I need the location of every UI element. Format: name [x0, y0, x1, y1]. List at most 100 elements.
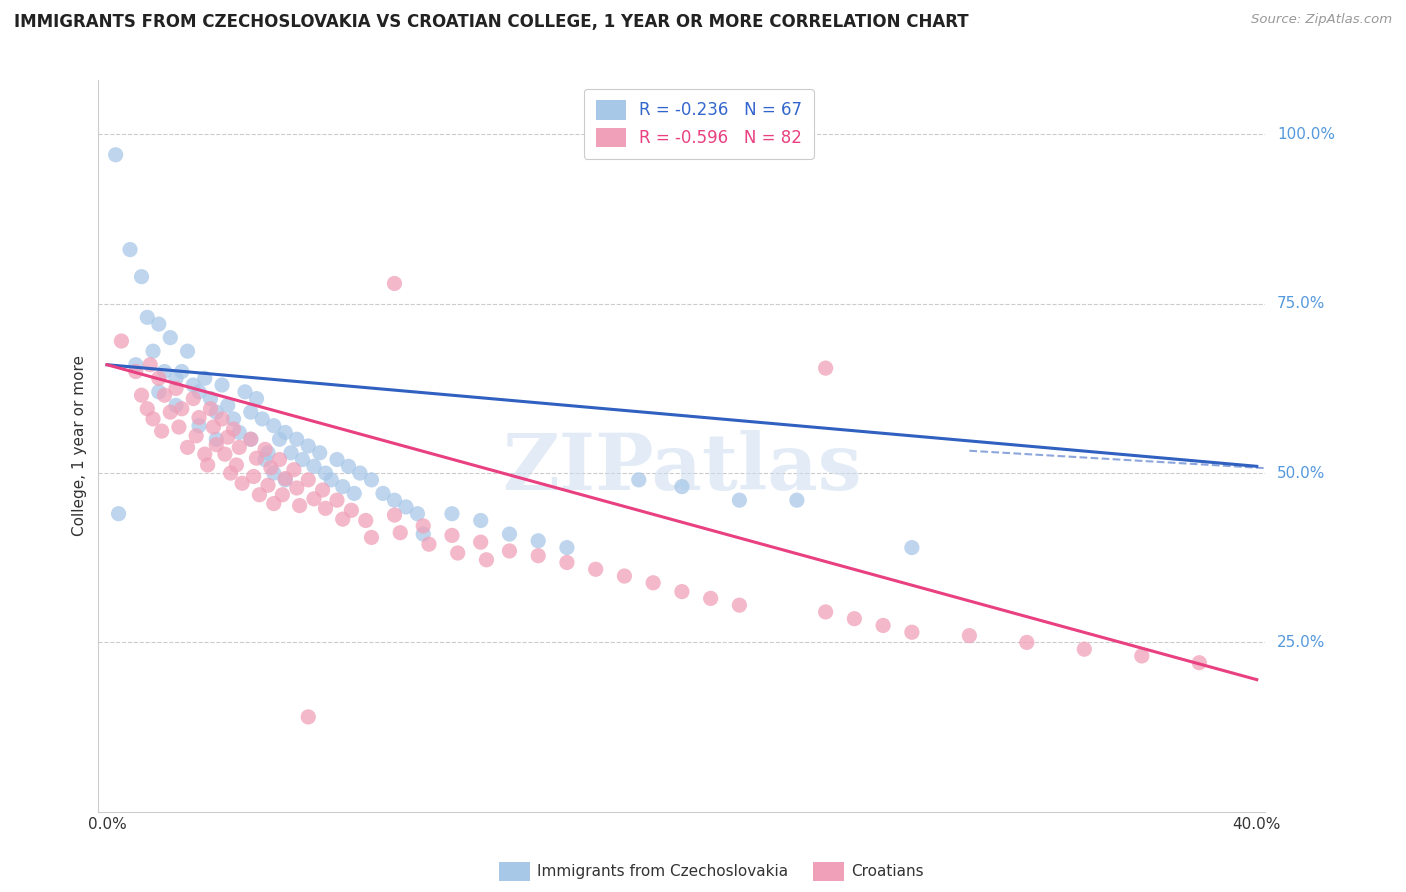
- Point: [340, 503, 363, 517]
- Point: [395, 500, 418, 514]
- Point: [498, 527, 520, 541]
- Point: [211, 378, 233, 392]
- Point: [285, 432, 308, 446]
- Point: [252, 412, 274, 426]
- Point: [527, 549, 550, 563]
- Point: [205, 405, 228, 419]
- Point: [257, 478, 280, 492]
- Point: [643, 575, 665, 590]
- Text: Croatians: Croatians: [851, 864, 924, 879]
- Point: [371, 486, 394, 500]
- Point: [228, 441, 250, 455]
- Point: [125, 358, 148, 372]
- Point: [239, 432, 262, 446]
- Point: [786, 493, 808, 508]
- Point: [699, 591, 721, 606]
- Point: [412, 519, 434, 533]
- Point: [269, 452, 291, 467]
- Point: [297, 473, 319, 487]
- Point: [872, 618, 894, 632]
- Point: [104, 148, 127, 162]
- Point: [440, 507, 463, 521]
- Point: [188, 410, 211, 425]
- Text: ZIPatlas: ZIPatlas: [502, 430, 862, 506]
- Point: [181, 392, 204, 406]
- Point: [814, 605, 837, 619]
- Point: [311, 483, 333, 497]
- Point: [159, 405, 181, 419]
- Point: [274, 471, 297, 485]
- Point: [153, 364, 176, 378]
- Point: [271, 488, 294, 502]
- Point: [555, 556, 578, 570]
- Point: [302, 491, 325, 506]
- Point: [389, 525, 412, 540]
- Point: [222, 422, 245, 436]
- Point: [326, 493, 349, 508]
- Point: [131, 388, 153, 402]
- Point: [118, 243, 141, 257]
- Point: [440, 528, 463, 542]
- Point: [170, 401, 193, 416]
- Point: [257, 446, 280, 460]
- Point: [254, 452, 277, 467]
- Point: [142, 412, 165, 426]
- Point: [233, 384, 256, 399]
- Point: [274, 473, 297, 487]
- Point: [214, 447, 236, 461]
- Point: [315, 501, 337, 516]
- Y-axis label: College, 1 year or more: College, 1 year or more: [72, 356, 87, 536]
- Point: [384, 508, 406, 522]
- Point: [354, 514, 377, 528]
- Point: [217, 430, 239, 444]
- Point: [165, 371, 187, 385]
- Point: [447, 546, 470, 560]
- Point: [263, 418, 285, 433]
- Point: [110, 334, 132, 348]
- Point: [285, 481, 308, 495]
- Point: [205, 437, 228, 451]
- Point: [901, 625, 924, 640]
- Point: [360, 473, 382, 487]
- Point: [188, 384, 211, 399]
- Point: [131, 269, 153, 284]
- Point: [337, 459, 360, 474]
- Point: [291, 452, 314, 467]
- Point: [475, 553, 498, 567]
- Point: [200, 401, 222, 416]
- Point: [228, 425, 250, 440]
- Text: 100.0%: 100.0%: [1277, 127, 1336, 142]
- Text: IMMIGRANTS FROM CZECHOSLOVAKIA VS CROATIAN COLLEGE, 1 YEAR OR MORE CORRELATION C: IMMIGRANTS FROM CZECHOSLOVAKIA VS CROATI…: [14, 13, 969, 31]
- Point: [326, 452, 349, 467]
- Text: 50.0%: 50.0%: [1277, 466, 1326, 481]
- Point: [728, 598, 751, 612]
- Point: [245, 392, 267, 406]
- Point: [384, 277, 406, 291]
- Point: [498, 544, 520, 558]
- Point: [107, 507, 129, 521]
- Point: [1015, 635, 1038, 649]
- Point: [302, 459, 325, 474]
- Point: [136, 401, 159, 416]
- Point: [165, 381, 187, 395]
- Point: [125, 364, 148, 378]
- Point: [254, 442, 277, 457]
- Point: [165, 398, 187, 412]
- Text: 75.0%: 75.0%: [1277, 296, 1326, 311]
- Point: [200, 392, 222, 406]
- Point: [844, 612, 866, 626]
- Point: [181, 378, 204, 392]
- Point: [585, 562, 607, 576]
- Point: [217, 398, 239, 412]
- Point: [170, 364, 193, 378]
- Point: [136, 310, 159, 325]
- Point: [901, 541, 924, 555]
- Point: [1188, 656, 1211, 670]
- Point: [186, 429, 208, 443]
- Point: [263, 497, 285, 511]
- Point: [1073, 642, 1095, 657]
- Point: [527, 533, 550, 548]
- Point: [384, 493, 406, 508]
- Point: [194, 447, 217, 461]
- Point: [418, 537, 440, 551]
